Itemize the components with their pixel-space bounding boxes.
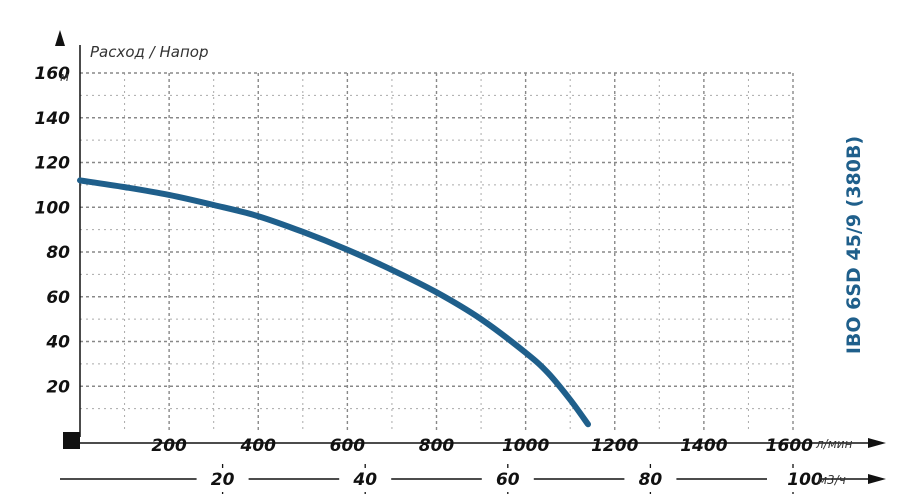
- x-tick-label: 200: [151, 436, 187, 456]
- y-unit-label: м: [60, 70, 69, 84]
- origin-marker: [63, 432, 80, 449]
- x-tick-label: 1200: [591, 436, 638, 456]
- x-tick-label: 800: [419, 436, 455, 456]
- x-tick-label: 1400: [680, 436, 727, 456]
- x2-tick-label-bg: [339, 469, 392, 489]
- y-tick-labels: 20 40 60 80 100 120 140 160: [35, 64, 71, 397]
- x2-tick-label: 100: [787, 470, 823, 490]
- y-axis-title: Расход / Напор: [90, 43, 208, 61]
- x2-tick-label: 20: [211, 470, 235, 490]
- y-axis-arrow-icon: [55, 30, 65, 46]
- x2-unit-label: м3/ч: [818, 473, 846, 487]
- x2-tick-label: 40: [352, 470, 377, 490]
- y-tick-label: 80: [46, 243, 70, 263]
- y-tick-label: 100: [35, 198, 71, 218]
- minor-grid: [80, 73, 793, 431]
- x-unit-label: л/мин: [815, 437, 853, 451]
- y-tick-label: 60: [46, 288, 70, 308]
- chart-title: IBO 6SD 45/9 (380В): [843, 136, 865, 354]
- x2-tick-label: 60: [496, 470, 520, 490]
- x-axis-arrow-icon: [868, 438, 886, 448]
- x2-tick-label-bg: [481, 469, 534, 489]
- y-tick-label: 120: [35, 154, 71, 174]
- x2-tick-label: 80: [639, 470, 663, 490]
- x2-tick-label-bg: [767, 469, 819, 489]
- pump-curve-line: [77, 177, 592, 428]
- axes: [55, 30, 886, 484]
- x2-tick-labels: 20 40 60 80 100: [196, 464, 823, 494]
- x-tick-labels: 200 400 600 800 1000 1200 1400 1600: [151, 436, 813, 456]
- x-tick-label: 1600: [766, 436, 813, 456]
- major-grid: [80, 72, 794, 431]
- x2-tick-label-bg: [624, 469, 677, 489]
- y-tick-label: 40: [45, 333, 70, 353]
- y-tick-label: 20: [46, 377, 70, 397]
- x2-tick-label-bg: [196, 469, 249, 489]
- y-tick-label: 160: [35, 64, 71, 84]
- x-tick-label: 600: [330, 436, 366, 456]
- y-tick-label: 140: [35, 109, 71, 129]
- x-tick-label: 1000: [502, 436, 549, 456]
- x2-axis-arrow-icon: [868, 474, 886, 484]
- x-tick-label: 400: [240, 436, 277, 456]
